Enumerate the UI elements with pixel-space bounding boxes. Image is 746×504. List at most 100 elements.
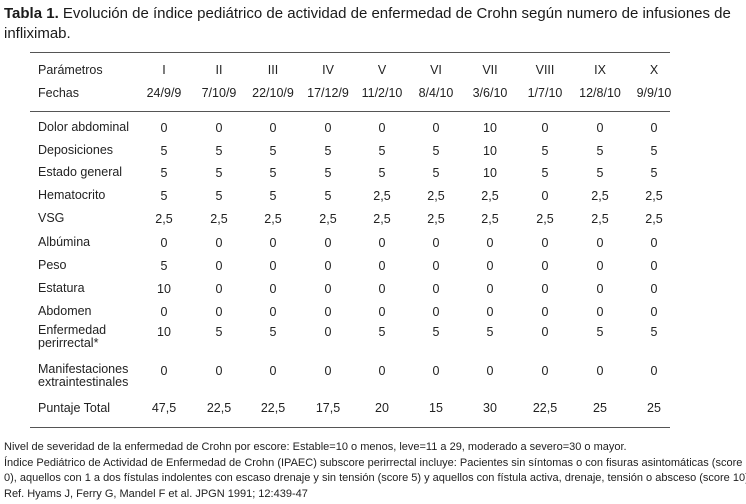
table-cell: 0 <box>324 282 332 296</box>
table-cell: 0 <box>378 364 386 378</box>
table-cell: 0 <box>432 259 440 273</box>
table-cell: 5 <box>596 144 604 158</box>
table-cell: 5 <box>650 325 658 339</box>
column-date: 22/10/9 <box>252 86 294 100</box>
row-label: Albúmina <box>38 235 91 249</box>
table-cell: 2,5 <box>210 212 228 226</box>
table-cell: 2,5 <box>481 212 499 226</box>
table-cell: 5 <box>160 144 168 158</box>
top-rule <box>30 52 670 53</box>
table-cell: 2,5 <box>427 212 445 226</box>
table-cell: 5 <box>160 259 168 273</box>
table-cell: 0 <box>650 282 658 296</box>
table-cell: 0 <box>596 305 604 319</box>
header-dates: Fechas <box>38 86 79 100</box>
table-cell: 5 <box>269 189 277 203</box>
table-cell: 0 <box>650 259 658 273</box>
table-cell: 0 <box>378 305 386 319</box>
column-header: I <box>162 63 166 77</box>
table-cell: 0 <box>269 282 277 296</box>
row-label: Enfermedad perirrectal* <box>38 323 107 350</box>
table-number: Tabla 1. <box>4 5 59 22</box>
note-perirrectal-1: Índice Pediátrico de Actividad de Enferm… <box>4 456 743 469</box>
column-header: VII <box>482 63 498 77</box>
table-cell: 5 <box>432 144 440 158</box>
note-severity: Nivel de severidad de la enfermedad de C… <box>4 441 627 453</box>
table-cell: 0 <box>269 121 277 135</box>
table-cell: 0 <box>378 236 386 250</box>
column-date: 17/12/9 <box>307 86 349 100</box>
table-cell: 5 <box>378 166 386 180</box>
total-cell: 15 <box>429 401 443 415</box>
table-cell: 0 <box>596 364 604 378</box>
table-cell: 0 <box>324 236 332 250</box>
table-cell: 0 <box>486 259 494 273</box>
row-label: Dolor abdominal <box>38 120 130 134</box>
column-header: V <box>377 63 387 77</box>
table-cell: 0 <box>432 282 440 296</box>
row-label: Estatura <box>38 281 85 295</box>
table-cell: 0 <box>160 305 168 319</box>
table-cell: 5 <box>269 325 277 339</box>
row-label: Estado general <box>38 165 123 179</box>
table-cell: 2,5 <box>536 212 554 226</box>
table-cell: 0 <box>215 364 223 378</box>
table-cell: 2,5 <box>645 189 663 203</box>
table-notes: Nivel de severidad de la enfermedad de C… <box>4 440 746 502</box>
total-cell: 20 <box>375 401 389 415</box>
table-cell: 0 <box>432 305 440 319</box>
table-cell: 0 <box>160 364 168 378</box>
column-date: 1/7/10 <box>527 86 563 100</box>
column-header: VI <box>430 63 442 77</box>
table-cell: 0 <box>324 121 332 135</box>
column-date: 9/9/10 <box>636 86 672 100</box>
table-cell: 10 <box>483 144 497 158</box>
table-cell: 0 <box>324 259 332 273</box>
table-cell: 2,5 <box>591 212 609 226</box>
table-cell: 0 <box>215 259 223 273</box>
table-cell: 0 <box>378 259 386 273</box>
table-cell: 0 <box>650 121 658 135</box>
table-cell: 0 <box>324 364 332 378</box>
table-cell: 10 <box>483 166 497 180</box>
column-date: 24/9/9 <box>146 86 182 100</box>
table-cell: 0 <box>160 236 168 250</box>
table-cell: 0 <box>215 282 223 296</box>
table-cell: 0 <box>541 121 549 135</box>
table-cell: 0 <box>650 305 658 319</box>
table-cell: 5 <box>215 144 223 158</box>
table-cell: 0 <box>486 364 494 378</box>
total-cell: 22,5 <box>260 401 286 415</box>
row-label: Abdomen <box>38 304 92 318</box>
table-cell: 0 <box>324 325 332 339</box>
table-cell: 0 <box>541 236 549 250</box>
table-cell: 0 <box>596 259 604 273</box>
table-cell: 0 <box>486 282 494 296</box>
column-date: 8/4/10 <box>418 86 454 100</box>
table-cell: 5 <box>596 166 604 180</box>
table-cell: 5 <box>378 144 386 158</box>
table-cell: 5 <box>324 144 332 158</box>
table-cell: 0 <box>215 305 223 319</box>
table-cell: 0 <box>541 364 549 378</box>
table-cell: 0 <box>432 364 440 378</box>
table-cell: 0 <box>486 236 494 250</box>
row-label: Peso <box>38 258 67 272</box>
table-cell: 0 <box>324 305 332 319</box>
table-cell: 5 <box>432 325 440 339</box>
row-label: VSG <box>38 211 65 225</box>
table-cell: 5 <box>650 166 658 180</box>
table-cell: 5 <box>215 325 223 339</box>
table-cell: 2,5 <box>591 189 609 203</box>
table-cell: 5 <box>269 166 277 180</box>
table-cell: 5 <box>541 166 549 180</box>
column-date: 11/2/10 <box>361 86 403 100</box>
table-cell: 5 <box>596 325 604 339</box>
total-cell: 25 <box>647 401 661 415</box>
table-cell: 0 <box>269 364 277 378</box>
table-cell: 5 <box>215 166 223 180</box>
table-cell: 0 <box>269 305 277 319</box>
table-cell: 0 <box>541 282 549 296</box>
total-label: Puntaje Total <box>38 401 111 415</box>
table-cell: 0 <box>650 364 658 378</box>
